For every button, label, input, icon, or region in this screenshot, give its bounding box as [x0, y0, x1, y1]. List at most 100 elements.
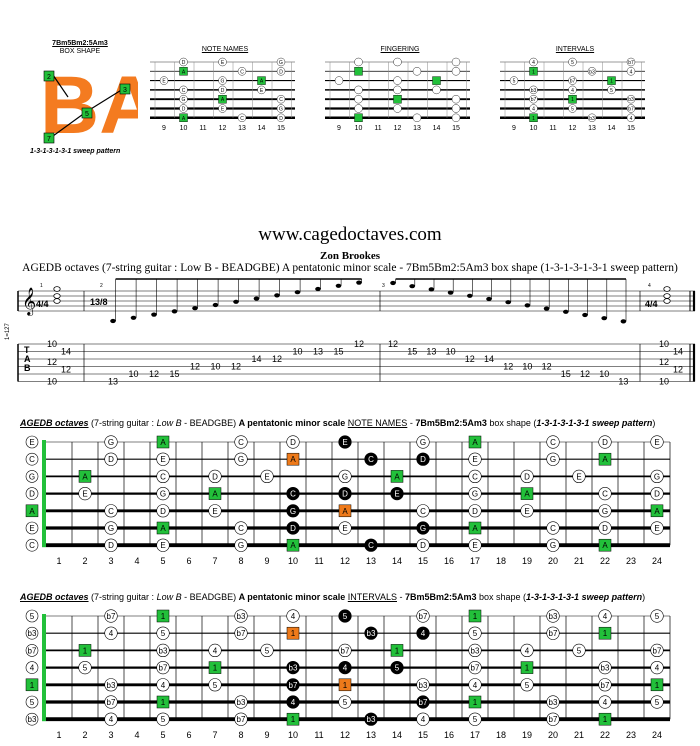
note-label: 1: [603, 715, 608, 724]
note-label: 5: [655, 612, 660, 621]
mini-root-marker: [607, 76, 616, 85]
notehead: [663, 286, 671, 292]
mini-note-label: b7: [531, 97, 537, 103]
measure-number: 3: [382, 283, 385, 289]
nut: [42, 440, 46, 548]
mini-note-marker: [257, 85, 266, 95]
note-marker: [650, 469, 664, 484]
fret-number: 5: [160, 556, 165, 566]
logo-dot: 3: [123, 87, 127, 94]
note-label: b3: [107, 681, 116, 690]
mini-note-marker: [276, 113, 286, 123]
note-marker: [416, 712, 430, 726]
mini-note-marker: [179, 94, 188, 104]
box-marker: [416, 452, 430, 466]
notehead: [428, 287, 435, 292]
tab-letter: B: [24, 363, 31, 373]
box-marker: [390, 486, 404, 501]
measure-number: 4: [648, 283, 651, 289]
side-label: 1=127: [5, 322, 11, 340]
mini-note-marker: [354, 57, 363, 67]
note-label: E: [160, 541, 165, 550]
tab-number: 10: [292, 347, 302, 357]
note-label: 4: [213, 646, 218, 655]
tab-number: 10: [128, 369, 138, 379]
note-marker: [546, 521, 560, 535]
note-label: 1: [161, 612, 166, 621]
note-marker: [25, 609, 39, 623]
note-label: 4: [161, 681, 166, 690]
note-label: 4: [30, 664, 35, 673]
note-label: b7: [28, 646, 37, 655]
note-label: 5: [577, 646, 582, 655]
note-marker: [468, 486, 482, 501]
note-label: b3: [367, 629, 376, 638]
note-marker: [208, 678, 222, 692]
note-marker: [468, 469, 482, 484]
note-label: 1: [83, 646, 88, 655]
mini-note-marker: [412, 67, 422, 76]
notehead: [335, 283, 342, 288]
mini-note-label: b7: [628, 107, 634, 113]
note-marker: [104, 678, 118, 692]
notehead: [447, 290, 454, 295]
fret-number: 7: [212, 556, 217, 566]
tab-number: 13: [426, 347, 436, 357]
note-marker: [260, 469, 274, 484]
note-label: 4: [655, 664, 660, 673]
tab-number: 10: [446, 347, 456, 357]
note-label: 5: [343, 612, 348, 621]
note-marker: [416, 678, 430, 692]
note-label: b7: [471, 664, 480, 673]
fret-number: 24: [652, 556, 662, 566]
mini-note-marker: [179, 104, 188, 113]
note-label: b7: [419, 698, 428, 707]
mini-note-marker: [626, 94, 636, 104]
mini-note-marker: [218, 104, 227, 113]
mini-note-label: b3: [531, 88, 537, 94]
fret-number: 12: [340, 730, 350, 740]
note-marker: [208, 504, 222, 518]
sweep-caption: 1-3-1-3-1-3-1 sweep pattern: [30, 148, 121, 155]
fret-number: 23: [626, 730, 636, 740]
mini-fret-number: 15: [277, 125, 285, 132]
tab-number: 12: [354, 339, 364, 349]
fret-number: 15: [418, 730, 428, 740]
mini-note-marker: [529, 104, 538, 113]
page-subtitle: AGEDB octaves (7-string guitar : Low B -…: [22, 262, 678, 274]
tab-number: 14: [484, 354, 494, 364]
note-label: b7: [237, 629, 246, 638]
note-label: E: [29, 524, 34, 533]
mini-note-marker: [509, 76, 519, 85]
note-marker: [25, 695, 39, 709]
note-label: b3: [367, 715, 376, 724]
note-label: A: [602, 541, 608, 550]
note-label: D: [420, 541, 426, 550]
fret-number: 5: [160, 730, 165, 740]
mini-note-label: C: [240, 116, 244, 122]
note-label: C: [29, 541, 35, 550]
note-label: C: [472, 472, 478, 481]
note-label: 1: [473, 698, 478, 707]
mini-fret-number: 10: [530, 125, 538, 132]
note-marker: [650, 660, 664, 675]
note-marker: [104, 695, 118, 709]
note-label: D: [290, 438, 296, 447]
site-url[interactable]: www.cagedoctaves.com: [258, 224, 442, 245]
mini-note-marker: [276, 57, 286, 67]
mini-note-marker: [218, 85, 227, 95]
note-marker: [25, 452, 39, 466]
note-label: b7: [549, 629, 558, 638]
note-marker: [546, 538, 560, 552]
mini-fret-number: 14: [608, 125, 616, 132]
notehead: [582, 312, 588, 318]
note-label: E: [524, 507, 529, 516]
root-marker: [25, 504, 39, 518]
mini-fret-number: 9: [337, 125, 341, 132]
root-marker: [598, 452, 612, 466]
mini-fret-number: 9: [512, 125, 516, 132]
root-marker: [520, 661, 534, 674]
mini-note-marker: [159, 76, 169, 85]
notehead: [192, 306, 198, 311]
